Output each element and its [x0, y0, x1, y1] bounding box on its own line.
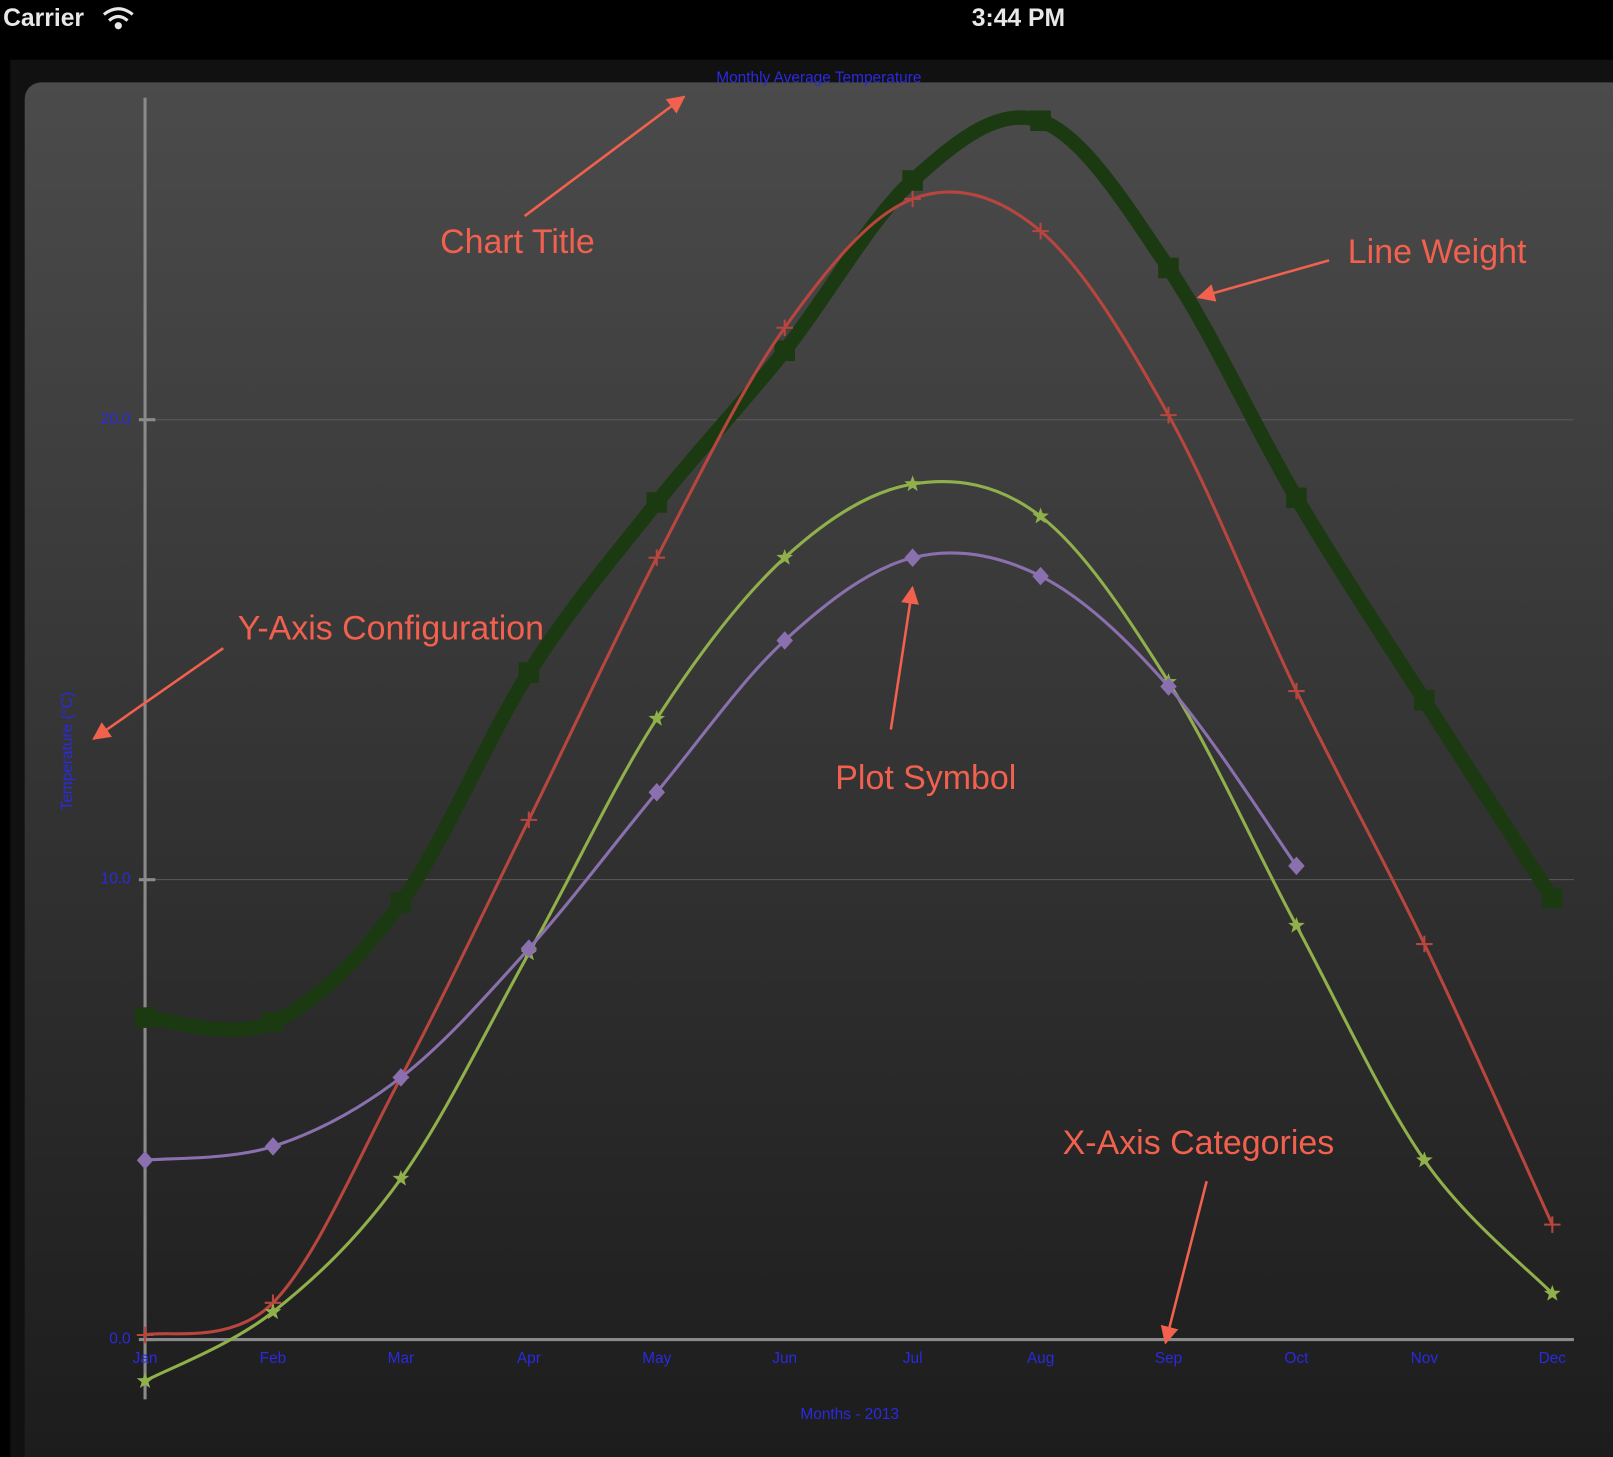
- marker: [1543, 1284, 1561, 1301]
- y-tick-label: 20.0: [101, 411, 131, 428]
- marker: [776, 319, 793, 336]
- x-tick-label: Jun: [772, 1350, 797, 1367]
- series: [134, 110, 1563, 1037]
- marker: [136, 1326, 154, 1344]
- marker: [1542, 887, 1563, 909]
- marker: [1160, 406, 1177, 424]
- marker: [776, 631, 793, 650]
- marker: [904, 475, 921, 492]
- annotation: Chart Title: [440, 223, 595, 261]
- marker: [1288, 916, 1305, 933]
- marker: [136, 1372, 154, 1389]
- marker: [392, 1068, 410, 1087]
- marker: [648, 709, 666, 726]
- marker: [264, 1137, 282, 1156]
- marker: [646, 492, 668, 513]
- marker: [904, 190, 921, 208]
- y-axis-title: Temperature (°C): [59, 692, 76, 810]
- x-tick-label: Dec: [1539, 1350, 1567, 1367]
- x-tick-label: May: [642, 1350, 671, 1367]
- marker: [776, 548, 794, 565]
- x-tick-label: Feb: [260, 1350, 287, 1367]
- marker: [520, 811, 538, 829]
- marker: [134, 1007, 156, 1028]
- x-tick-label: Sep: [1155, 1350, 1182, 1367]
- chart-title: Monthly Average Temperature: [716, 69, 921, 86]
- marker: [1416, 935, 1433, 953]
- x-tick-label: Nov: [1411, 1350, 1439, 1367]
- x-axis-title: Months - 2013: [800, 1406, 899, 1423]
- marker: [390, 892, 412, 913]
- y-tick-label: 10.0: [101, 871, 131, 888]
- marker: [1286, 487, 1307, 509]
- marker: [902, 170, 923, 191]
- x-tick-label: Aug: [1027, 1350, 1054, 1367]
- marker: [262, 1011, 284, 1033]
- annotation: Line Weight: [1348, 233, 1527, 271]
- plot: 0.0 10.0 20.0 Jan Feb Mar Apr May Jun Jul Aug Sep Oc…: [101, 97, 1574, 1400]
- series: [136, 548, 1305, 1170]
- arrow: [1160, 1180, 1208, 1345]
- x-tick-label: Oct: [1284, 1350, 1309, 1367]
- arrow: [1196, 259, 1330, 302]
- clock: 3:44 PM: [972, 5, 1065, 32]
- series-line: [144, 551, 1298, 1162]
- marker: [1544, 1216, 1561, 1233]
- arrow: [523, 95, 686, 218]
- annotation-arrows: [92, 95, 1330, 1345]
- marker: [1158, 257, 1179, 279]
- chart-panel: [24, 82, 1613, 1457]
- marker: [1032, 507, 1049, 524]
- marker: [518, 662, 540, 683]
- annotation: Y-Axis Configuration: [238, 610, 544, 648]
- y-tick-label: 0.0: [109, 1331, 130, 1348]
- arrow: [889, 585, 919, 730]
- marker: [1032, 222, 1049, 240]
- marker: [1160, 677, 1177, 696]
- marker: [392, 1169, 410, 1186]
- x-tick-label: Apr: [517, 1350, 541, 1367]
- annotation: Plot Symbol: [835, 759, 1016, 797]
- marker: [1288, 682, 1305, 700]
- marker: [1030, 110, 1051, 132]
- arrow: [92, 647, 224, 740]
- x-tick-label: Jul: [903, 1350, 923, 1367]
- wifi-icon: [102, 7, 134, 30]
- annotations: Chart Title Line Weight Y-Axis Configurati…: [238, 223, 1527, 1162]
- x-tick-label: Mar: [388, 1350, 415, 1367]
- x-tick-label: Jan: [133, 1350, 158, 1367]
- marker: [1416, 1151, 1433, 1168]
- marker: [648, 549, 666, 566]
- annotation: X-Axis Categories: [1063, 1124, 1335, 1162]
- marker: [904, 548, 921, 567]
- carrier: Carrier: [3, 5, 84, 32]
- marker: [1414, 689, 1435, 711]
- marker: [264, 1303, 282, 1320]
- marker: [648, 782, 666, 802]
- marker: [774, 340, 795, 362]
